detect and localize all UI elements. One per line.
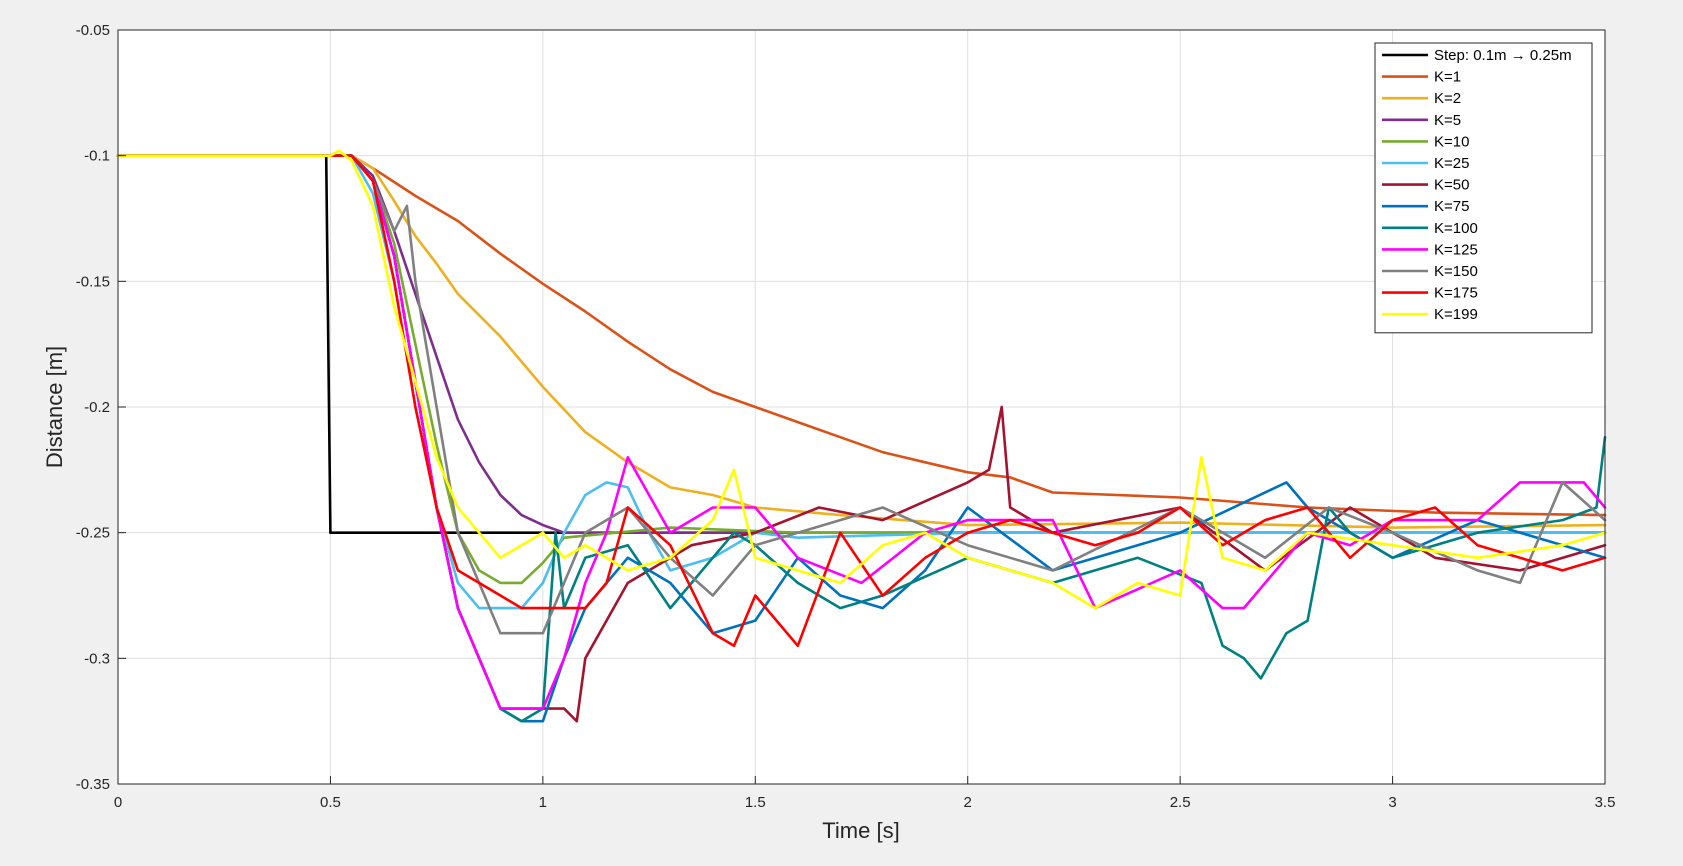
y-axis-ticks: -0.35 -0.3 -0.25 -0.2 -0.15 -0.1 -0.05 bbox=[76, 22, 126, 793]
series-line-k-150 bbox=[116, 154, 1607, 635]
legend-entry-label: K=100 bbox=[1434, 220, 1478, 237]
y-tick-label: -0.35 bbox=[76, 776, 110, 793]
legend-box bbox=[1374, 42, 1593, 334]
legend-entry-label: K=75 bbox=[1434, 198, 1469, 215]
legend-entry-label: K=25 bbox=[1434, 155, 1469, 172]
legend-entry-label: K=50 bbox=[1434, 177, 1469, 194]
series-line-k-199 bbox=[116, 149, 1607, 610]
legend: Step: 0.1m → 0.25m K=1 K=2 K=5 K=10 K=25 K=50 K… bbox=[1374, 42, 1593, 334]
x-tick-label: 1 bbox=[539, 794, 547, 811]
x-tick-label: 2.5 bbox=[1170, 794, 1191, 811]
series-line-k-125 bbox=[116, 154, 1607, 710]
x-tick-label: 3.5 bbox=[1595, 794, 1616, 811]
y-tick-label: -0.1 bbox=[84, 148, 110, 165]
y-tick-label: -0.15 bbox=[76, 273, 110, 290]
legend-entry-label: K=199 bbox=[1434, 306, 1478, 323]
legend-entry-label: K=1 bbox=[1434, 69, 1461, 86]
series-line-k-175 bbox=[116, 154, 1607, 648]
x-tick-label: 1.5 bbox=[745, 794, 766, 811]
legend-entry-label: K=125 bbox=[1434, 241, 1478, 258]
y-tick-label: -0.25 bbox=[76, 525, 110, 542]
x-tick-label: 3 bbox=[1388, 794, 1396, 811]
series-line-k-1 bbox=[116, 154, 1607, 517]
legend-entry-label: K=5 bbox=[1434, 112, 1461, 129]
x-tick-label: 0 bbox=[114, 794, 122, 811]
y-axis-label: Distance [m] bbox=[42, 346, 67, 468]
y-tick-label: -0.2 bbox=[84, 399, 110, 416]
legend-entry-label: K=150 bbox=[1434, 263, 1478, 280]
x-tick-label: 0.5 bbox=[320, 794, 341, 811]
legend-entry-label: K=175 bbox=[1434, 285, 1478, 302]
x-axis-label: Time [s] bbox=[822, 818, 899, 843]
x-tick-label: 2 bbox=[964, 794, 972, 811]
x-axis-ticks: 0 0.5 1 1.5 2 2.5 3 3.5 bbox=[114, 776, 1616, 811]
series-line-k-2 bbox=[116, 154, 1607, 529]
series-layer bbox=[116, 149, 1607, 723]
legend-entry-label: Step: 0.1m → 0.25m bbox=[1434, 47, 1572, 64]
legend-entry-label: K=2 bbox=[1434, 90, 1461, 107]
y-tick-label: -0.05 bbox=[76, 22, 110, 39]
legend-entry-label: K=10 bbox=[1434, 133, 1469, 150]
y-tick-label: -0.3 bbox=[84, 650, 110, 667]
